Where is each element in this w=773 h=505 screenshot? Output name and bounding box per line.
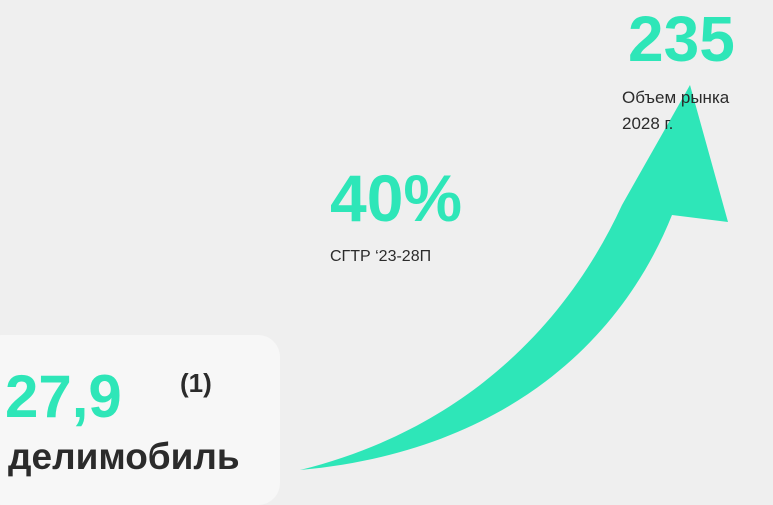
company-card [0, 335, 280, 505]
company-value: 27,9 [5, 363, 122, 430]
footnote: (1) [180, 368, 212, 398]
growth-arrow [300, 85, 728, 470]
page: 235 Объем рынка 2028 г. 40% СГТР ‘23-28П… [5, 3, 735, 477]
company-name: делимобиль [8, 436, 240, 477]
market-caption: 2028 г. [622, 114, 674, 133]
arrow-graphic [300, 85, 728, 470]
market-caption: Объем рынка [622, 88, 730, 107]
growth-value: 40% [330, 161, 463, 235]
market-value: 235 [628, 3, 735, 75]
growth-caption: СГТР ‘23-28П [330, 248, 432, 265]
